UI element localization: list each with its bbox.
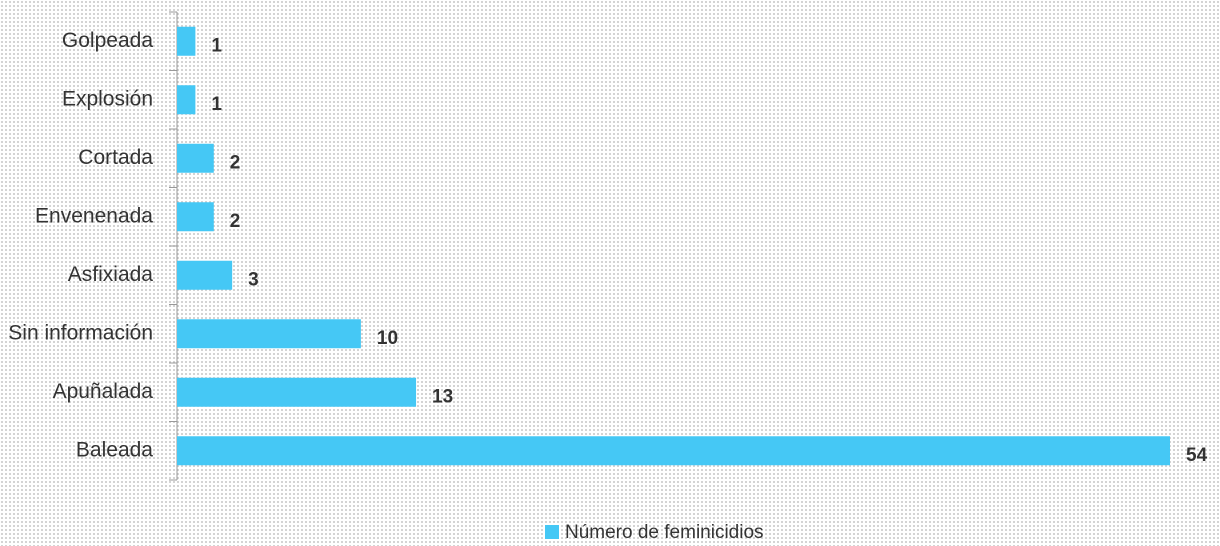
category-label: Envenenada [35, 204, 153, 227]
category-label: Asfixiada [68, 263, 154, 286]
bar [177, 260, 233, 290]
category-label: Cortada [78, 146, 153, 169]
legend-label: Número de feminicidios [565, 522, 764, 543]
category-label: Sin información [8, 321, 153, 344]
category-label: Baleada [76, 438, 153, 461]
bar [177, 143, 214, 173]
data-label: 10 [377, 328, 398, 349]
bar [177, 26, 196, 56]
data-label: 1 [211, 94, 222, 115]
bar [177, 377, 417, 407]
category-label: Explosión [62, 87, 153, 110]
data-label: 54 [1186, 445, 1208, 466]
data-label: 2 [230, 152, 241, 173]
bar [177, 85, 196, 115]
legend-swatch [545, 525, 559, 539]
data-label: 1 [211, 35, 222, 56]
data-label: 3 [248, 269, 259, 290]
category-label: Apuñalada [53, 380, 154, 403]
bar [177, 319, 361, 349]
data-label: 13 [432, 386, 453, 407]
data-label: 2 [230, 211, 241, 232]
bar [177, 202, 214, 232]
category-label: Golpeada [62, 29, 153, 52]
bar [177, 436, 1170, 466]
